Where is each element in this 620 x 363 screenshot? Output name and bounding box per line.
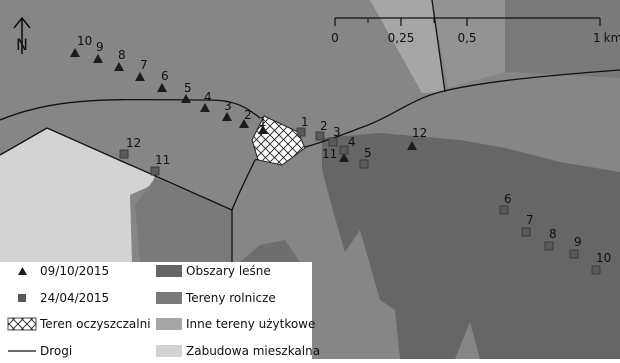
triangle-point-12: 12 [407, 126, 427, 150]
triangle-point-1: 1 [258, 115, 268, 134]
triangle-point-5: 5 [181, 81, 192, 103]
legend-item-other-use: Inne tereny użytkowe [156, 317, 315, 331]
svg-text:8: 8 [118, 48, 126, 62]
scale-tick-1-value: 1 [593, 31, 601, 45]
svg-text:3: 3 [224, 99, 232, 113]
road-main [254, 69, 620, 161]
svg-text:Drogi: Drogi [40, 344, 72, 358]
square-point-10: 10 [591, 251, 611, 275]
svg-text:Obszary leśne: Obszary leśne [186, 264, 271, 278]
svg-text:10: 10 [596, 251, 611, 265]
residential-area [0, 128, 155, 262]
svg-text:2: 2 [320, 119, 328, 133]
svg-text:Zabudowa mieszkalna: Zabudowa mieszkalna [186, 344, 320, 358]
square-point-8: 8 [544, 227, 557, 251]
svg-text:6: 6 [161, 69, 169, 83]
triangle-point-11: 11 [322, 147, 349, 162]
svg-text:1: 1 [301, 115, 309, 129]
square-point-12: 12 [119, 136, 141, 159]
scale-tick-05: 0,5 [457, 31, 476, 45]
svg-text:12: 12 [412, 126, 427, 140]
legend-item-forest: Obszary leśne [156, 264, 271, 278]
agricultural-area-top-right [505, 0, 620, 78]
triangle-point-10: 10 [70, 34, 92, 57]
svg-text:2: 2 [244, 108, 252, 122]
scale-tick-025: 0,25 [388, 31, 415, 45]
scale-bar: 0 0,25 0,5 1 km [331, 17, 620, 45]
road-upper [0, 98, 261, 121]
legend-item-agricultural: Tereny rolnicze [156, 291, 276, 305]
svg-text:7: 7 [526, 213, 534, 227]
scale-unit: km [604, 31, 620, 45]
legend-box [0, 262, 312, 359]
square-point-1: 1 [296, 115, 309, 137]
triangle-point-6: 6 [157, 69, 169, 92]
forest-area [322, 133, 620, 359]
svg-text:12: 12 [126, 136, 141, 150]
roads [0, 0, 620, 262]
svg-text:Inne tereny użytkowe: Inne tereny użytkowe [186, 317, 315, 331]
legend-item-square: 24/04/2015 [18, 291, 109, 305]
svg-text:9: 9 [96, 40, 104, 54]
triangle-point-7: 7 [135, 58, 148, 81]
svg-text:Teren oczyszczalni: Teren oczyszczalni [39, 317, 151, 331]
svg-text:09/10/2015: 09/10/2015 [40, 264, 109, 278]
series-2015-10-09: 1 2 3 4 5 6 7 8 9 10 11 12 [70, 34, 427, 162]
svg-text:5: 5 [184, 81, 192, 95]
triangle-point-3: 3 [222, 99, 232, 121]
svg-text:4: 4 [204, 90, 212, 104]
other-use-area [370, 0, 445, 93]
road-west-2 [0, 127, 48, 156]
triangle-point-8: 8 [114, 48, 126, 71]
svg-text:Tereny rolnicze: Tereny rolnicze [185, 291, 276, 305]
svg-text:6: 6 [504, 192, 512, 206]
square-point-7: 7 [521, 213, 534, 237]
svg-text:4: 4 [348, 135, 356, 149]
svg-text:9: 9 [574, 235, 582, 249]
road-west [46, 127, 233, 211]
road-south [231, 159, 256, 262]
legend-item-line: Drogi [8, 344, 72, 358]
square-point-2: 2 [315, 119, 328, 141]
svg-text:3: 3 [333, 125, 341, 139]
square-point-9: 9 [569, 235, 582, 259]
square-point-11: 11 [150, 153, 170, 176]
svg-text:11: 11 [322, 147, 337, 161]
forest-area-bottom-left [240, 240, 300, 262]
legend-item-triangle: 09/10/2015 [18, 264, 109, 278]
square-point-6: 6 [499, 192, 512, 215]
svg-text:24/04/2015: 24/04/2015 [40, 291, 109, 305]
svg-text:11: 11 [155, 153, 170, 167]
svg-text:7: 7 [140, 58, 148, 72]
north-arrow-icon: N [13, 16, 31, 54]
square-point-4: 4 [339, 135, 356, 155]
svg-text:10: 10 [77, 34, 92, 48]
svg-text:1: 1 [259, 115, 267, 129]
scale-tick-1: 1 km [593, 31, 620, 45]
square-point-3: 3 [328, 125, 341, 147]
other-use-area-2 [432, 0, 505, 88]
svg-text:8: 8 [549, 227, 557, 241]
series-2015-04-24: 1 2 3 4 5 6 7 8 9 10 11 12 [119, 115, 611, 275]
triangle-point-4: 4 [200, 90, 212, 112]
road-north [431, 0, 446, 93]
legend: 09/10/2015 24/04/2015 Teren oczyszczalni… [0, 262, 320, 359]
square-point-5: 5 [359, 146, 372, 169]
agricultural-area-left [135, 178, 232, 262]
legend-item-crosshatch: Teren oczyszczalni [7, 317, 151, 331]
svg-text:5: 5 [364, 146, 372, 160]
triangle-point-2: 2 [239, 108, 252, 128]
scale-tick-0: 0 [331, 31, 339, 45]
triangle-point-9: 9 [93, 40, 104, 63]
legend-item-residential: Zabudowa mieszkalna [156, 344, 320, 358]
north-label: N [16, 35, 28, 54]
